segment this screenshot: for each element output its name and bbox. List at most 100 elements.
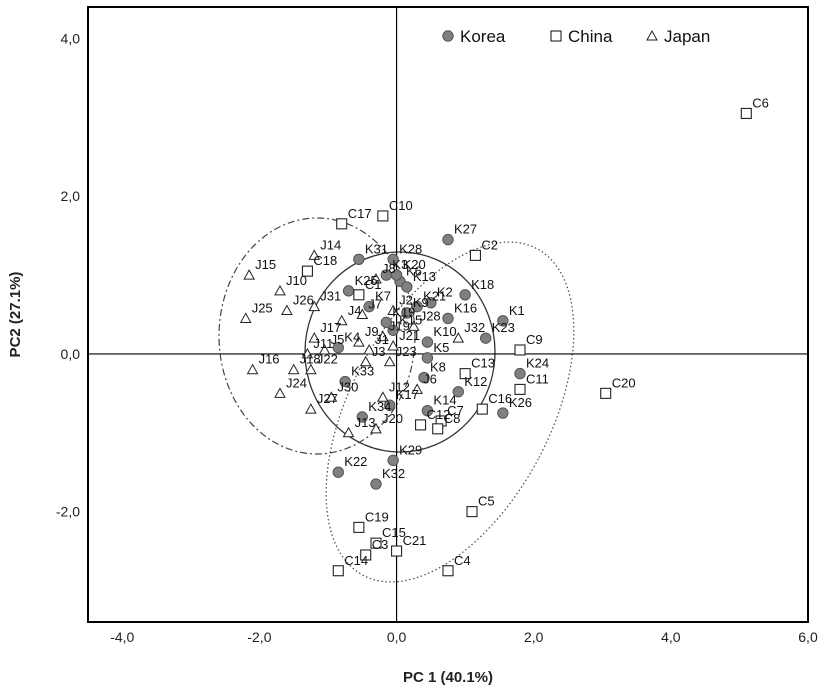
japan-point [363,343,375,355]
legend-marker-japan [646,29,658,41]
korea-point [384,399,396,411]
point-label: K2 [437,285,453,300]
japan-point [353,336,365,347]
korea-point [363,300,375,313]
point-label: K10 [433,324,456,339]
point-label: C2 [481,237,498,252]
korea-point [387,454,399,467]
point-label: K31 [365,241,388,256]
x-axis-title: PC 1 (40.1%) [403,669,493,686]
point-label: K22 [344,454,367,469]
point-label: C21 [403,533,427,548]
y-tick-labels: 4,0 2,0 0,0 -2,0 [56,31,80,520]
point-label: J6 [423,371,437,386]
japan-point [342,426,355,438]
point-label: C9 [526,332,543,347]
point-label: K16 [454,300,477,315]
japan-point [325,391,338,402]
japan-point [308,249,321,260]
point-label: K8 [430,360,446,375]
korea-point [514,367,526,380]
japan-point [308,300,321,312]
china-point [469,249,481,261]
china-point [301,265,313,277]
point-label: C15 [382,525,406,540]
point-label: J26 [293,293,314,308]
point-label: J31 [320,289,341,304]
korea-point [401,281,413,293]
x-tick-labels: -4,0 -2,0 0,0 2,0 4,0 6,0 [110,629,818,645]
china-point [336,218,348,230]
china-point [442,565,454,577]
korea-point [411,300,423,313]
japan-point [274,387,286,398]
point-label: K29 [399,442,422,457]
y-tick-label: -2,0 [56,504,80,520]
point-label: J18 [300,352,321,367]
point-label: C14 [344,553,368,568]
japan-point [335,314,348,326]
point-label: K28 [399,241,422,256]
japan-point [305,363,317,375]
point-label: K34 [368,399,391,414]
china-point [600,387,612,399]
point-label: C17 [348,206,372,221]
korea-point [442,312,454,325]
point-label: K13 [413,269,436,284]
japan-point [246,363,259,375]
point-label: J13 [355,415,376,430]
point-label: J30 [337,379,358,394]
x-tick-label: 4,0 [661,629,681,645]
legend: Korea China Japan [442,27,710,46]
korea-point [401,307,413,319]
japan-point [239,312,252,323]
point-label: K32 [382,466,405,481]
legend-label-japan: Japan [664,27,710,46]
korea-point [387,324,399,336]
x-tick-label: 6,0 [798,629,818,645]
japan-point [359,355,372,367]
korea-point [339,375,351,388]
china-point [740,107,752,119]
point-label: J4 [348,303,362,318]
korea-point [497,315,509,327]
point-label: J17 [320,320,341,335]
korea-point [421,404,434,417]
point-label: K4 [344,330,360,345]
point-label: J22 [317,352,338,367]
point-label: K26 [509,395,532,410]
point-label: J10 [286,273,307,288]
korea-point [497,407,509,419]
point-label: K6 [406,263,422,278]
point-label: K20 [403,257,426,272]
korea-point [356,411,368,423]
china-point [415,419,427,431]
point-label: K7 [375,289,391,304]
point-label: J7 [368,297,382,312]
japan-point [243,269,255,280]
legend-label-korea: Korea [460,27,506,46]
korea-point [421,352,434,364]
point-label: K5 [433,340,449,355]
point-label: J9 [365,324,379,339]
legend-marker-china [550,30,562,42]
japan-point [407,320,420,331]
point-label: C8 [444,411,461,426]
japan-point [411,383,423,394]
korea-point [452,386,464,398]
point-label: K18 [471,277,494,292]
point-label: J11 [313,336,333,351]
x-tick-label: -4,0 [110,629,134,645]
x-tick-label: 2,0 [524,629,544,645]
point-label: C7 [447,403,464,418]
japan-point [305,403,317,414]
korea-point [380,316,392,329]
point-label: J32 [464,320,485,335]
china-point [432,423,444,435]
china-point [377,210,389,222]
x-tick-label: -2,0 [247,629,271,645]
korea-point [353,253,365,266]
korea-point [442,233,454,246]
point-label: K15 [399,312,422,327]
point-label: J23 [396,344,417,359]
